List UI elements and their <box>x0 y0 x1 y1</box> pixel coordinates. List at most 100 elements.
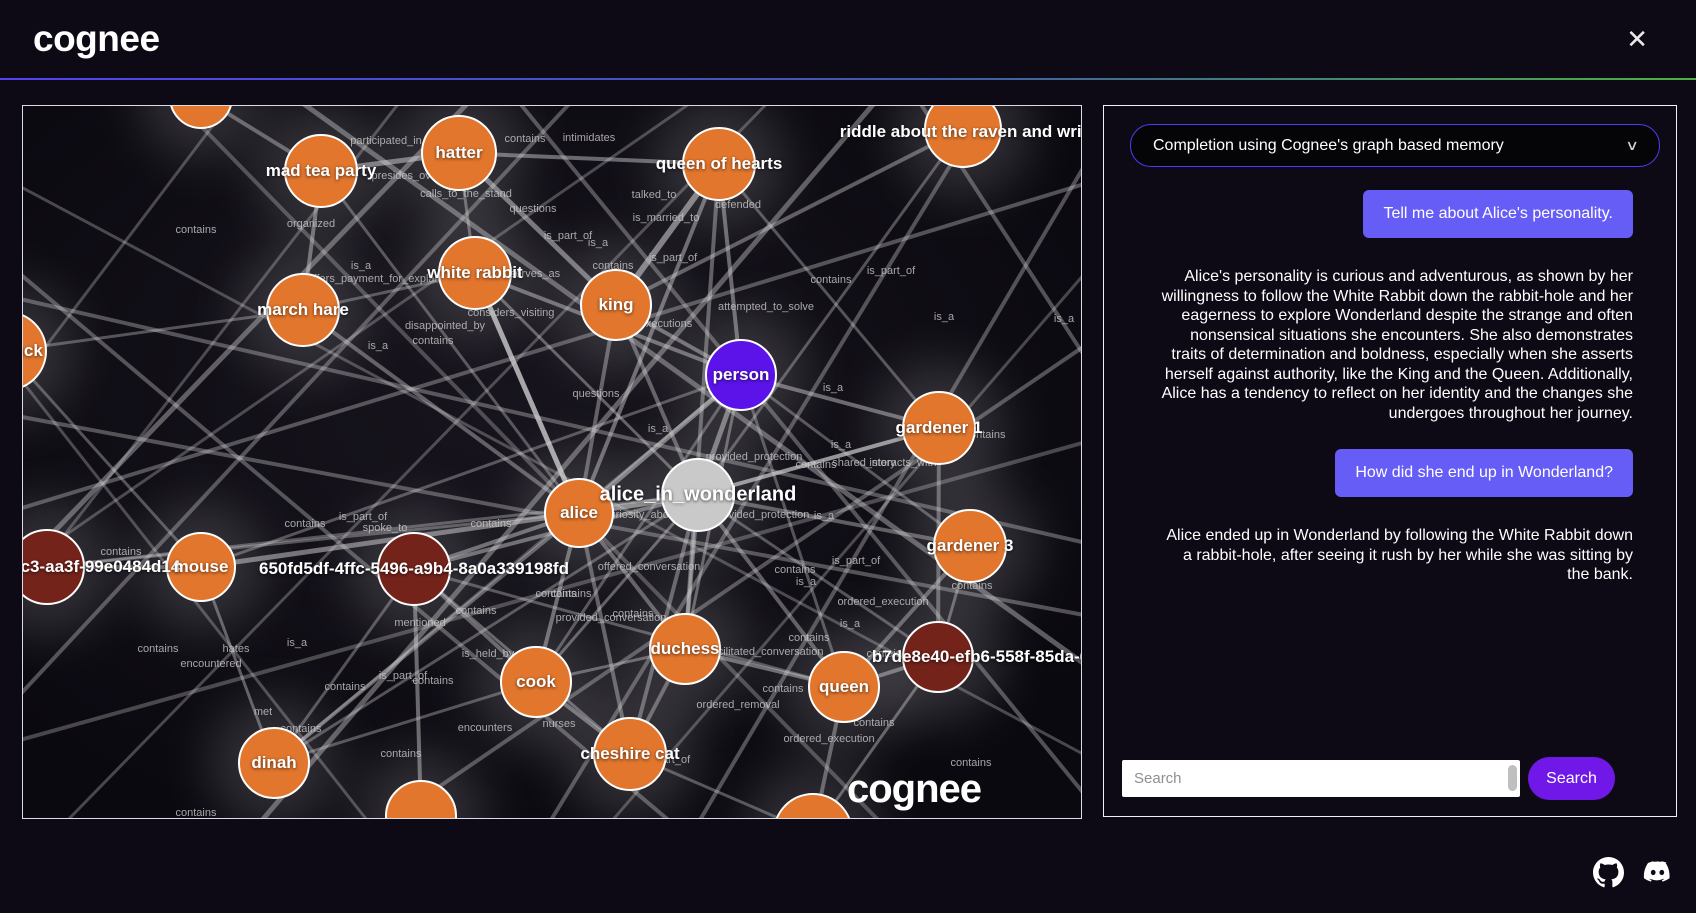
graph-node-label: gardener 1 <box>895 418 983 437</box>
edge-label: shared_story <box>832 457 896 469</box>
chevron-down-icon: ∨ <box>1624 137 1639 153</box>
edge-label: talked_to <box>631 189 677 201</box>
graph-node[interactable] <box>421 115 497 191</box>
edge-label: contains <box>762 683 804 695</box>
knowledge-graph-panel: contains participated_in contains presides_… <box>22 105 1082 819</box>
edge-label: is_held_by <box>461 648 515 660</box>
edge-label: presides_over <box>371 170 441 182</box>
edge-label: questions <box>572 388 620 400</box>
graph-node[interactable] <box>902 391 976 465</box>
edge-label: is_part_of <box>648 252 698 264</box>
edge-label: ordered_removal <box>696 699 780 711</box>
completion-panel: Completion using Cognee's graph based me… <box>1103 105 1677 817</box>
graph-node[interactable] <box>808 651 880 723</box>
edge-label: is_married_to <box>632 212 700 224</box>
edge-label: is_a <box>795 576 817 588</box>
graph-node[interactable] <box>705 339 777 411</box>
edge-label: is_a <box>367 340 389 352</box>
edge-label: provided_conversation <box>555 612 667 624</box>
edge-label: curiosity_about <box>604 509 678 521</box>
cognee-watermark: cognee <box>846 767 982 811</box>
graph-node[interactable] <box>924 106 1002 168</box>
search-input[interactable] <box>1122 760 1520 797</box>
graph-node[interactable] <box>649 613 721 685</box>
edge-label: offers_payment_for_explanation <box>307 273 465 285</box>
search-button[interactable]: Search <box>1528 757 1615 800</box>
graph-node[interactable] <box>902 621 974 693</box>
graph-node-label: gardener 3 <box>926 536 1014 555</box>
edge-label: encountered <box>180 658 242 670</box>
chat-transcript: Tell me about Alice's personality. Alice'… <box>1160 190 1633 757</box>
edge-label: intimidates <box>562 132 616 144</box>
github-icon[interactable] <box>1593 857 1624 893</box>
graph-node[interactable] <box>23 529 85 605</box>
completion-mode-dropdown[interactable]: Completion using Cognee's graph based me… <box>1130 124 1660 167</box>
graph-node[interactable] <box>166 532 236 602</box>
graph-node[interactable] <box>544 478 614 548</box>
graph-node-label: queen <box>818 677 870 696</box>
chat-message-assistant: Alice's personality is curious and adven… <box>1161 268 1633 422</box>
graph-node[interactable] <box>500 646 572 718</box>
edge-label: contains <box>324 681 366 693</box>
edge-label: disappointed_by <box>404 320 486 332</box>
search-scrollbar[interactable] <box>1508 765 1517 791</box>
edge-label: is_part_of <box>831 555 881 567</box>
graph-node-label: queen of hearts <box>655 154 783 173</box>
graph-node-label: riddle about the raven and writing desk <box>839 122 1082 141</box>
edge-label: defended <box>715 199 761 211</box>
graph-node[interactable] <box>682 127 756 201</box>
graph-node[interactable] <box>238 727 310 799</box>
edge-label: contains <box>380 748 422 760</box>
graph-node-label: alice <box>560 503 598 522</box>
graph-node[interactable] <box>266 273 340 347</box>
graph-node[interactable] <box>661 458 735 532</box>
edge-label: contains <box>470 518 512 530</box>
edge-label: is_part_of <box>338 511 388 523</box>
edge-labels-layer: contains participated_in contains presides_… <box>23 106 1081 818</box>
edge-label: contains <box>853 717 895 729</box>
chat-message-user: How did she end up in Wonderland? <box>1335 449 1633 497</box>
edge-label: contains <box>100 546 142 558</box>
edge-label: attempted_to_solve <box>717 301 815 313</box>
graph-node[interactable] <box>438 236 512 310</box>
edge-label: contains <box>950 757 992 769</box>
graph-node[interactable] <box>377 532 451 606</box>
close-icon[interactable]: ✕ <box>1620 25 1654 53</box>
edge-label: is_a <box>813 510 835 522</box>
edge-label: contains <box>535 588 577 600</box>
graph-node[interactable] <box>580 269 652 341</box>
graph-node[interactable] <box>284 134 358 208</box>
edge-label: contains <box>284 518 326 530</box>
edge-label: contains <box>175 807 217 819</box>
header-divider <box>0 78 1696 80</box>
graph-node-label: duck <box>23 341 43 360</box>
edge-label: facilitated_conversation <box>708 646 824 658</box>
graph-node[interactable] <box>933 509 1007 583</box>
discord-icon[interactable] <box>1641 860 1674 891</box>
edge-label: calls_to_the_stand <box>420 188 512 200</box>
edge-label: contains <box>612 608 654 620</box>
edge-label: offered_conversation <box>597 561 701 573</box>
graph-node-label: duchess <box>650 639 720 658</box>
edge-label: is_part_of <box>543 230 593 242</box>
edge-label: serves_as <box>509 268 561 280</box>
edge-label: is_a <box>933 311 955 323</box>
graph-node-label: white rabbit <box>427 263 523 282</box>
edge-label: is_a <box>839 618 861 630</box>
graph-node-label: b7de8e40-efb6-558f-85da-63b8-2f4e <box>871 647 1081 666</box>
edge-label: is_a <box>1053 313 1075 325</box>
app-header: cognee ✕ <box>0 0 1696 78</box>
edge-label: is_part_of <box>378 670 428 682</box>
edge-label: contains <box>412 675 454 687</box>
graph-node[interactable] <box>593 717 667 791</box>
dropdown-value: Completion using Cognee's graph based me… <box>1153 136 1504 154</box>
graph-node-label: mouse <box>173 557 229 576</box>
edge-label: contains <box>504 133 546 145</box>
edge-label: met <box>253 706 273 718</box>
edge-label: contains <box>455 605 497 617</box>
edge-label: mentioned <box>394 617 446 629</box>
graph-node-label: cheshire cat <box>580 744 680 763</box>
edge-label: hates <box>222 643 250 655</box>
edge-label: is_a <box>286 637 308 649</box>
cognee-logo: cognee <box>33 18 160 59</box>
